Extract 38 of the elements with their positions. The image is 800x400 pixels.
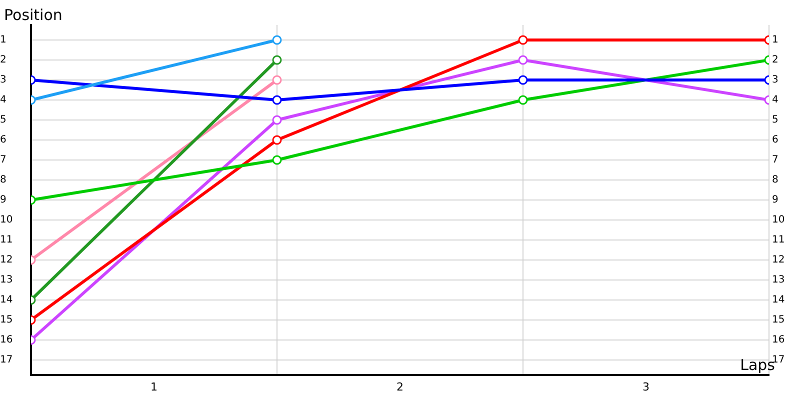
y-tick-label: 16 xyxy=(0,334,13,346)
y2-tick-label: 17 xyxy=(772,354,785,366)
y-tick-label: 9 xyxy=(0,194,6,206)
y-tick-label: 3 xyxy=(0,74,6,86)
y2-tick-label: 2 xyxy=(772,54,778,66)
y2-tick-label: 5 xyxy=(772,114,778,126)
y-tick-label: 4 xyxy=(0,94,6,106)
y-tick-label: 17 xyxy=(0,354,13,366)
y2-tick-label: 14 xyxy=(772,294,785,306)
y-tick-label: 1 xyxy=(0,34,6,46)
y2-tick-label: 9 xyxy=(772,194,778,206)
y-tick-label: 2 xyxy=(0,54,6,66)
y2-tick-label: 16 xyxy=(772,334,785,346)
y-tick-label: 12 xyxy=(0,254,13,266)
x-tick-label: 2 xyxy=(396,380,404,394)
y2-tick-label: 15 xyxy=(772,314,785,326)
y2-tick-label: 11 xyxy=(772,234,785,246)
y2-tick-label: 10 xyxy=(772,214,785,226)
x-tick-label: 1 xyxy=(150,380,158,394)
y2-tick-label: 4 xyxy=(772,94,778,106)
y-tick-label: 14 xyxy=(0,294,13,306)
y2-tick-label: 13 xyxy=(772,274,785,286)
x-tick-label: 3 xyxy=(642,380,650,394)
y-tick-label: 15 xyxy=(0,314,13,326)
y2-tick-label: 6 xyxy=(772,134,778,146)
y2-tick-label: 7 xyxy=(772,154,778,166)
y-tick-label: 8 xyxy=(0,174,6,186)
y-tick-label: 7 xyxy=(0,154,6,166)
y-tick-label: 6 xyxy=(0,134,6,146)
y-tick-label: 5 xyxy=(0,114,6,126)
y2-tick-label: 12 xyxy=(772,254,785,266)
y2-tick-label: 3 xyxy=(772,74,778,86)
y-tick-label: 10 xyxy=(0,214,13,226)
y-tick-label: 13 xyxy=(0,274,13,286)
y2-tick-label: 1 xyxy=(772,34,778,46)
y2-tick-label: 8 xyxy=(772,174,778,186)
y-tick-label: 11 xyxy=(0,234,13,246)
y-axis-title: Position xyxy=(4,6,62,24)
